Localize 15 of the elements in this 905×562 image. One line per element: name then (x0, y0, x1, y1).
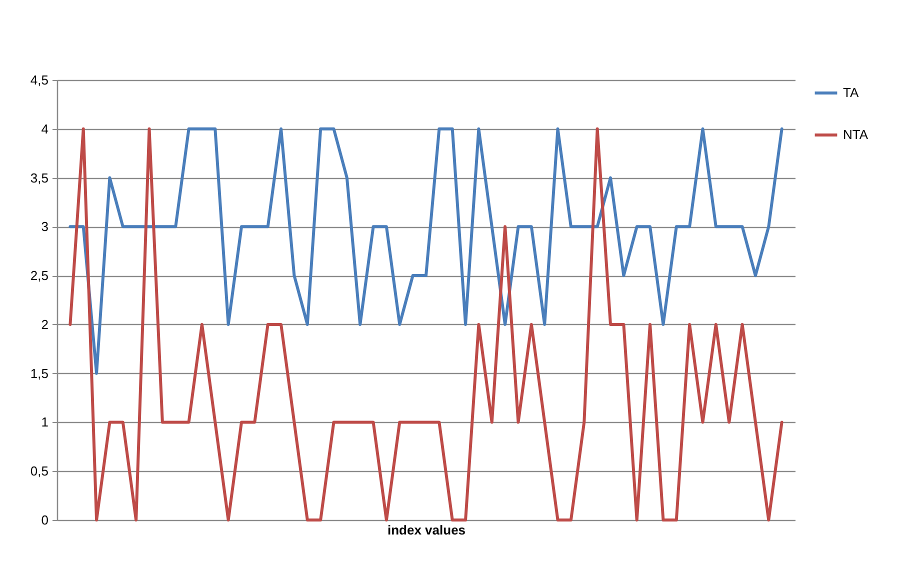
legend-label: TA (843, 85, 859, 100)
y-tick-label: 3,5 (30, 170, 48, 186)
y-tick-label: 4,5 (30, 72, 48, 88)
y-tick-label: 1,5 (30, 366, 48, 381)
y-tick-label: 1 (41, 414, 48, 430)
x-axis-title: index values (387, 522, 466, 538)
y-tick-label: 0,5 (30, 464, 48, 479)
legend-label: NTA (843, 127, 868, 142)
y-tick-label: 3 (41, 219, 48, 234)
y-tick-label: 2 (41, 316, 48, 332)
y-tick-label: 4 (41, 121, 48, 136)
line-series (68, 127, 784, 522)
line-series (68, 127, 784, 375)
y-tick-label: 0 (41, 512, 48, 528)
y-tick-label: 2,5 (30, 268, 48, 284)
